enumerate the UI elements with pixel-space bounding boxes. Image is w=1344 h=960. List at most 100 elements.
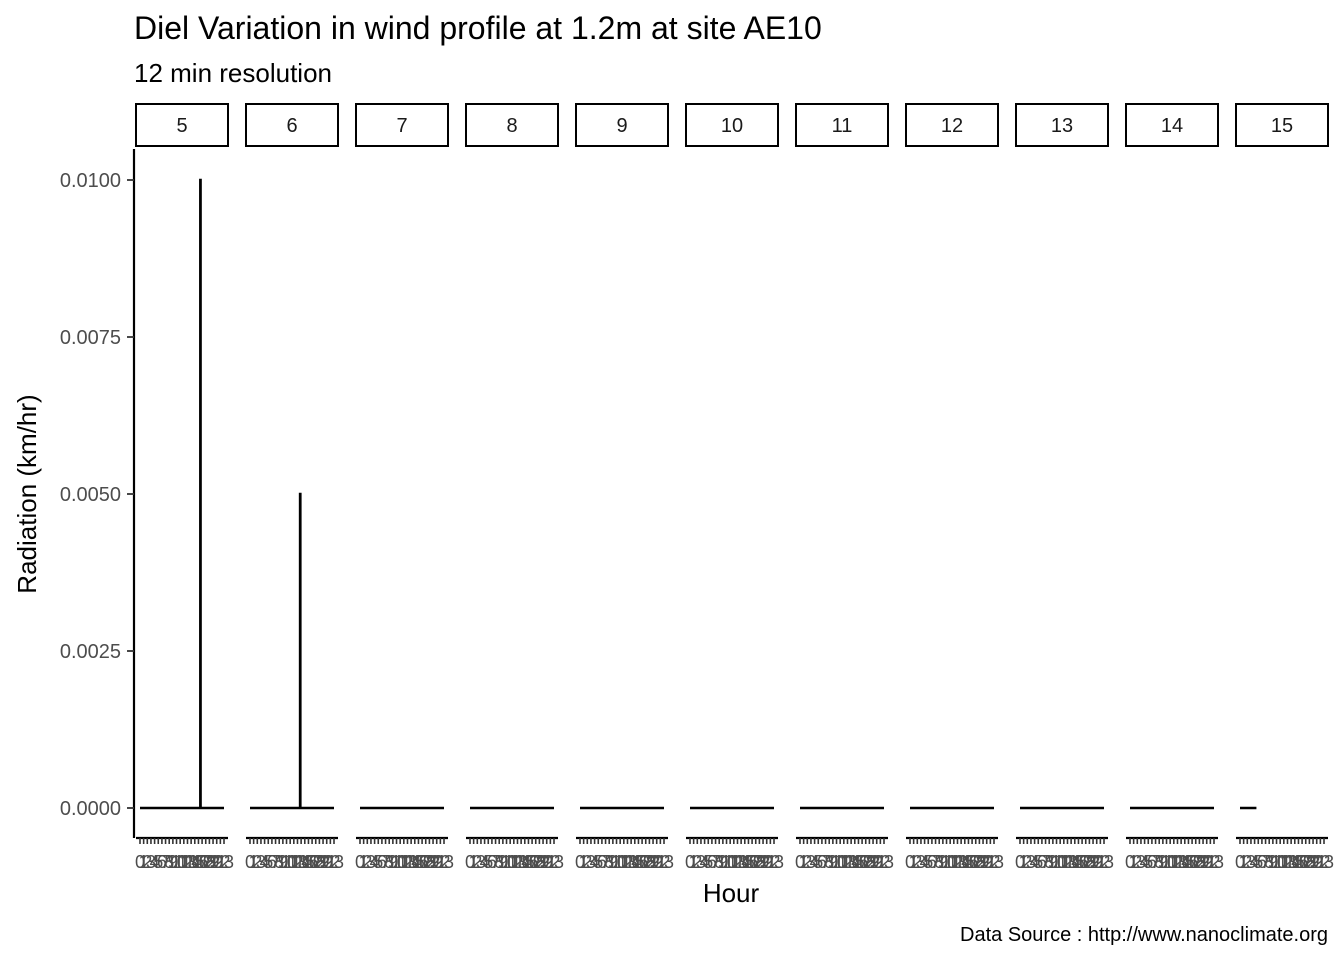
x-tick-label: 18: [1186, 852, 1206, 872]
x-tick-label: 21: [1197, 852, 1217, 872]
x-tick-label: 20: [423, 852, 443, 872]
x-tick-label: 23: [544, 852, 564, 872]
x-tick-label: 20: [643, 852, 663, 872]
facet-strip-label: 6: [286, 115, 297, 137]
x-tick-label: 4: [920, 852, 930, 872]
x-tick-label: 4: [1140, 852, 1150, 872]
x-tick-label: 7: [381, 852, 391, 872]
x-tick-label: 2: [362, 852, 372, 872]
x-tick-label: 12: [724, 852, 744, 872]
facet-strip-box: [905, 103, 999, 147]
x-tick-label: 10: [277, 852, 297, 872]
x-tick-label: 7: [601, 852, 611, 872]
x-tick-label: 14: [1061, 852, 1081, 872]
x-tick-label: 22: [430, 852, 450, 872]
x-tick-label: 10: [1267, 852, 1287, 872]
facet-strip-label: 9: [616, 115, 627, 137]
facet-strip: 14: [1125, 103, 1219, 147]
y-tick-label: 0.0000: [60, 798, 121, 820]
x-tick-label: 1: [469, 852, 479, 872]
x-tick-label: 23: [1204, 852, 1224, 872]
facet-strip-box: [1235, 103, 1329, 147]
x-tick-label: 13: [507, 852, 527, 872]
x-tick-label: 20: [1303, 852, 1323, 872]
x-tick-label: 5: [1143, 852, 1153, 872]
x-tick-label: 22: [760, 852, 780, 872]
x-tick-label: 14: [401, 852, 421, 872]
x-tick-label: 5: [923, 852, 933, 872]
x-tick-label: 0: [135, 852, 145, 872]
x-tick-label: 7: [1041, 852, 1051, 872]
chart-caption: Data Source : http://www.nanoclimate.org: [960, 924, 1328, 946]
x-tick-label: 2: [472, 852, 482, 872]
x-tick-label: 19: [859, 852, 879, 872]
x-tick-label: 22: [540, 852, 560, 872]
x-tick-label: 8: [1264, 852, 1274, 872]
x-tick-label: 17: [1182, 852, 1202, 872]
x-tick-label: 9: [828, 852, 838, 872]
x-tick-label: 6: [927, 852, 937, 872]
x-tick-label: 6: [597, 852, 607, 872]
x-tick-label: 6: [1257, 852, 1267, 872]
x-tick-label: 7: [491, 852, 501, 872]
x-tick-label: 6: [1147, 852, 1157, 872]
x-tick-label: 5: [1033, 852, 1043, 872]
x-tick-label: 6: [1037, 852, 1047, 872]
x-tick-label: 16: [518, 852, 538, 872]
facet-strip-label: 5: [176, 115, 187, 137]
x-tick-label: 7: [931, 852, 941, 872]
x-tick-label: 12: [614, 852, 634, 872]
x-tick-label: 21: [647, 852, 667, 872]
x-tick-label: 11: [1161, 852, 1180, 872]
x-tick-label: 16: [958, 852, 978, 872]
x-tick-label: 4: [590, 852, 600, 872]
x-tick-label: 9: [498, 852, 508, 872]
x-tick-label: 8: [1044, 852, 1054, 872]
x-tick-label: 19: [639, 852, 659, 872]
x-tick-label: 9: [718, 852, 728, 872]
x-tick-label: 18: [196, 852, 216, 872]
x-tick-label: 18: [966, 852, 986, 872]
x-tick-label: 7: [1151, 852, 1161, 872]
x-tick-label: 10: [1157, 852, 1177, 872]
x-tick-label: 4: [700, 852, 710, 872]
facet-strip: 9: [575, 103, 669, 147]
x-tick-label: 20: [863, 852, 883, 872]
x-tick-label: 16: [738, 852, 758, 872]
x-tick-label: 12: [504, 852, 524, 872]
facet-strips: 5 6 7 8 9 10 11 12 13 14 15: [135, 103, 1329, 147]
y-tick-label: 0.0025: [60, 641, 121, 663]
x-tick-label: 5: [373, 852, 383, 872]
x-tick-label: 21: [1307, 852, 1327, 872]
x-tick-label: 18: [636, 852, 656, 872]
x-tick-label: 15: [955, 852, 975, 872]
y-tick-label: 0.0050: [60, 484, 121, 506]
x-tick-label: 18: [526, 852, 546, 872]
facet-strip-box: [355, 103, 449, 147]
x-tick-label: 4: [810, 852, 820, 872]
x-tick-label: 20: [313, 852, 333, 872]
x-tick-label: 9: [168, 852, 178, 872]
x-tick-label: 23: [874, 852, 894, 872]
x-tick-label: 21: [207, 852, 227, 872]
x-tick-label: 7: [271, 852, 281, 872]
x-tick-label: 21: [317, 852, 337, 872]
facet-strip-box: [135, 103, 229, 147]
x-tick-label: 21: [867, 852, 887, 872]
x-tick-label: 3: [256, 852, 266, 872]
x-tick-label: 3: [476, 852, 486, 872]
x-tick-label: 23: [984, 852, 1004, 872]
x-tick-label: 1: [359, 852, 369, 872]
x-tick-label: 8: [824, 852, 834, 872]
x-tick-label: 9: [938, 852, 948, 872]
x-tick-label: 5: [483, 852, 493, 872]
x-tick-label: 14: [511, 852, 531, 872]
x-tick-label: 16: [848, 852, 868, 872]
x-tick-label: 2: [1132, 852, 1142, 872]
x-tick-label: 23: [1314, 852, 1334, 872]
